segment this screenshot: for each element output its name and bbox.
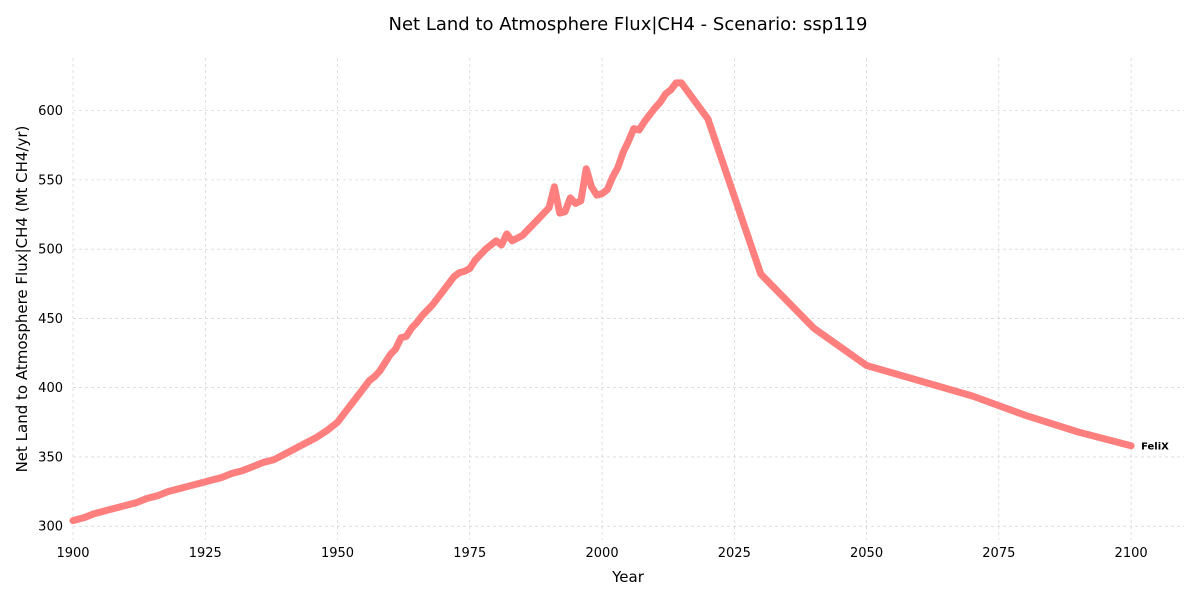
x-tick-label: 1950 <box>321 546 354 561</box>
y-tick-label: 550 <box>38 173 63 188</box>
x-tick-label: 1925 <box>189 546 222 561</box>
series-end-label: FeliX <box>1141 441 1169 452</box>
series-layer: FeliX <box>69 79 1169 525</box>
x-tick-label: 1900 <box>56 546 89 561</box>
x-axis-label: Year <box>611 568 645 586</box>
axis-ticks: 1900 1925 1950 1975 2000 2025 2050 2075 2100 300 3… <box>38 104 1147 561</box>
x-tick-label: 1975 <box>453 546 486 561</box>
series-line-0 <box>69 79 1135 525</box>
y-axis-label: Net Land to Atmosphere Flux|CH4 (Mt CH4/… <box>13 126 31 473</box>
x-tick-label: 2025 <box>718 546 751 561</box>
x-tick-label: 2100 <box>1115 546 1148 561</box>
y-tick-label: 500 <box>38 243 63 258</box>
y-tick-label: 450 <box>38 312 63 327</box>
y-tick-label: 350 <box>38 450 63 465</box>
x-tick-label: 2075 <box>982 546 1015 561</box>
y-tick-label: 400 <box>38 381 63 396</box>
y-tick-label: 300 <box>38 520 63 535</box>
chart-title: Net Land to Atmosphere Flux|CH4 - Scenar… <box>389 14 868 35</box>
gridlines <box>72 58 1184 540</box>
y-tick-label: 600 <box>38 104 63 119</box>
x-tick-label: 2000 <box>586 546 619 561</box>
x-tick-label: 2050 <box>850 546 883 561</box>
